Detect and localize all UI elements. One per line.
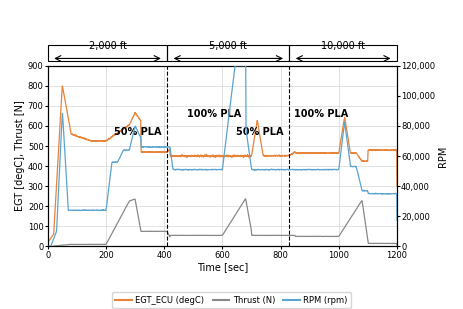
X-axis label: Time [sec]: Time [sec] xyxy=(197,262,248,272)
Bar xyxy=(48,45,167,61)
Text: 2,000 ft: 2,000 ft xyxy=(88,41,126,51)
Text: 10,000 ft: 10,000 ft xyxy=(321,41,365,51)
Bar xyxy=(289,45,397,61)
Y-axis label: RPM: RPM xyxy=(438,145,448,167)
Text: 50% PLA: 50% PLA xyxy=(114,127,162,137)
Text: 100% PLA: 100% PLA xyxy=(187,109,241,119)
Bar xyxy=(167,45,289,61)
Text: 5,000 ft: 5,000 ft xyxy=(209,41,247,51)
Legend: EGT_ECU (degC), Thrust (N), RPM (rpm): EGT_ECU (degC), Thrust (N), RPM (rpm) xyxy=(112,292,351,308)
Y-axis label: EGT [degC], Thrust [N]: EGT [degC], Thrust [N] xyxy=(15,101,25,211)
Text: 100% PLA: 100% PLA xyxy=(294,109,349,119)
Text: 50% PLA: 50% PLA xyxy=(237,127,284,137)
